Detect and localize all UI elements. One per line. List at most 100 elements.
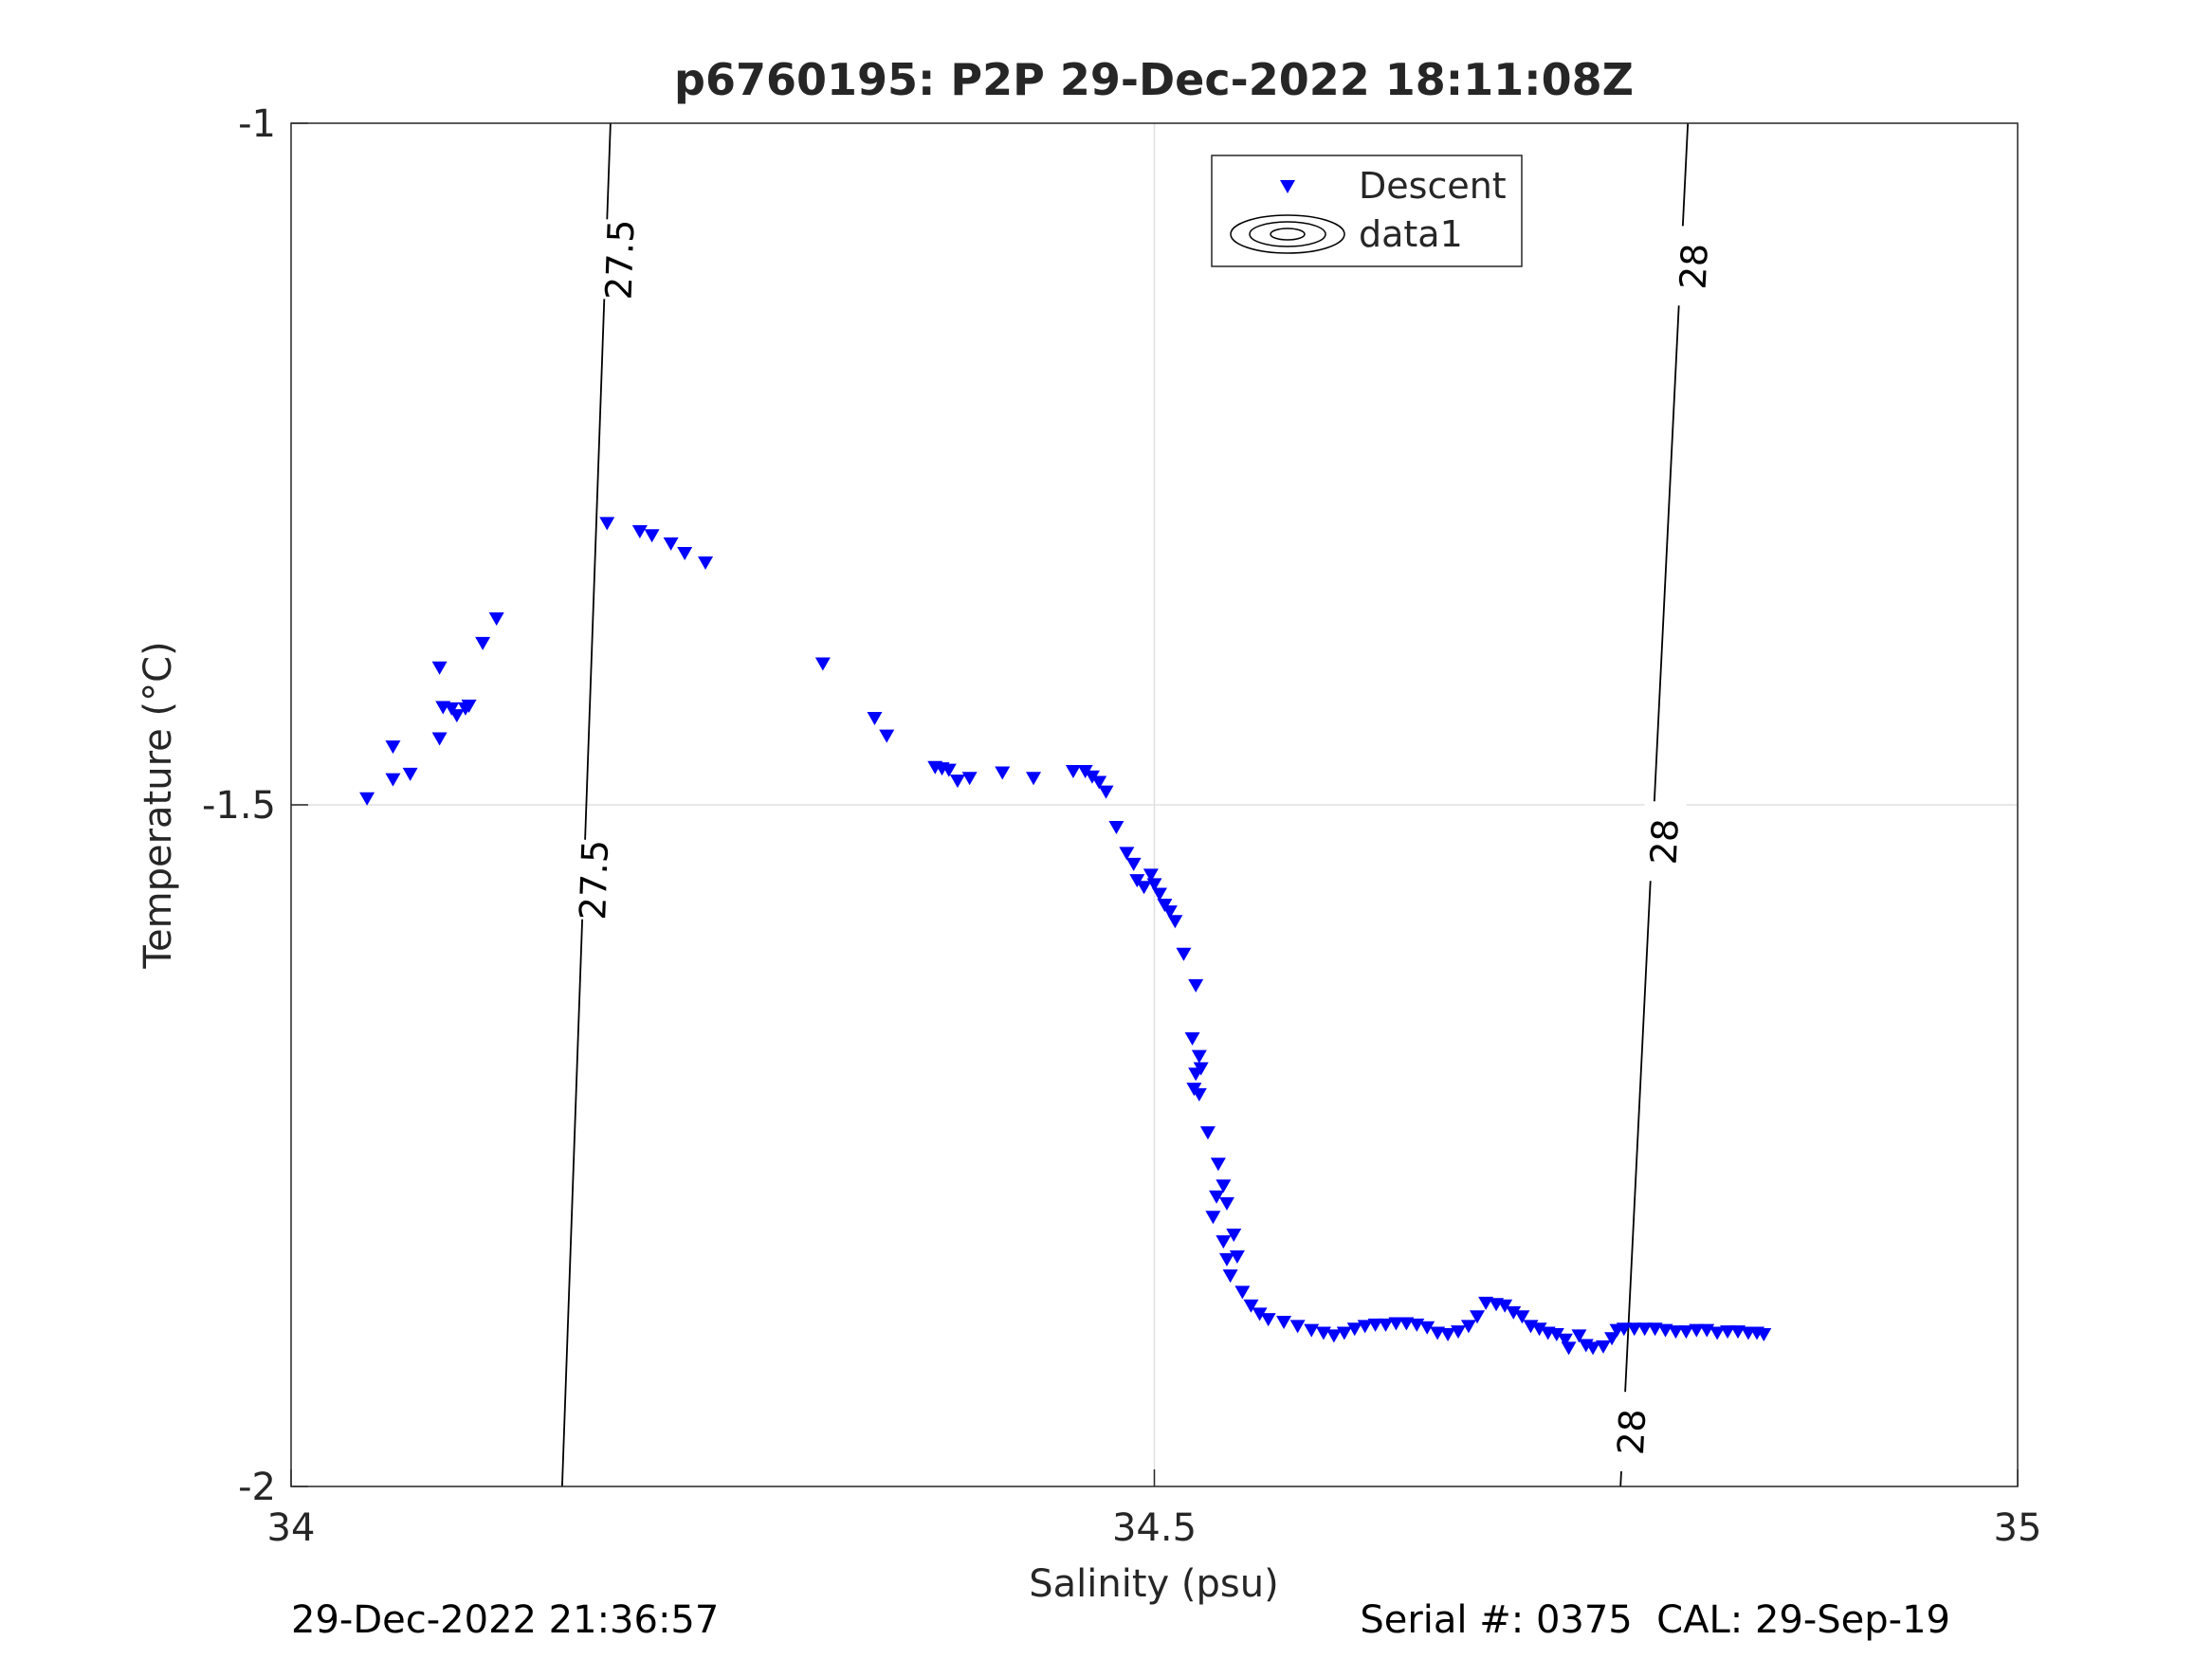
descent-point [1157, 898, 1173, 912]
descent-point [1450, 1325, 1466, 1340]
descent-point [1216, 1179, 1232, 1194]
contour-label: 27.5 [598, 219, 643, 301]
descent-series [359, 517, 1772, 1356]
descent-point [1756, 1327, 1772, 1341]
descent-point [385, 740, 401, 755]
descent-point [1222, 1269, 1238, 1284]
descent-point [1161, 905, 1178, 920]
descent-point [1026, 772, 1042, 786]
y-tick-label: -1.5 [202, 784, 276, 828]
gridlines [291, 123, 2018, 1486]
chart-title: p6760195: P2P 29-Dec-2022 18:11:08Z [674, 54, 1634, 105]
contour-label-gap [1608, 1391, 1654, 1473]
descent-point [1398, 1317, 1415, 1331]
descent-point [488, 611, 504, 626]
descent-point [1289, 1320, 1306, 1334]
descent-point [461, 700, 477, 714]
descent-point [1729, 1325, 1746, 1340]
legend-descent-marker [1280, 180, 1295, 193]
descent-point [1125, 857, 1142, 871]
x-tick-label: 34.5 [1112, 1506, 1197, 1550]
contour-label: 27.5 [572, 839, 616, 921]
descent-point [1531, 1322, 1547, 1337]
descent-point [1678, 1325, 1694, 1340]
descent-point [599, 517, 615, 531]
descent-point [1218, 1252, 1234, 1267]
descent-point [1199, 1126, 1216, 1140]
descent-point [1720, 1325, 1736, 1340]
descent-point [1616, 1322, 1632, 1337]
descent-point [949, 775, 965, 789]
legend-data1-contour-icon [1230, 214, 1345, 254]
descent-point [1506, 1305, 1522, 1320]
legend-box [1211, 155, 1523, 267]
legend: Descent data1 [1211, 155, 1523, 267]
descent-point [1229, 1249, 1245, 1264]
descent-point [1668, 1325, 1684, 1340]
axis-ticks: 34 34.5 35 -2 -1.5 -1 [202, 102, 2042, 1550]
descent-point [1184, 1031, 1200, 1046]
x-tick-label: 34 [267, 1506, 316, 1550]
y-tick-label: -2 [238, 1466, 276, 1509]
descent-point [867, 711, 883, 725]
descent-point [1129, 874, 1145, 888]
descent-point [359, 792, 375, 806]
descent-point [1636, 1322, 1653, 1337]
descent-point [475, 636, 491, 650]
descent-point [1191, 1087, 1207, 1102]
contour-label: 28 [1610, 1408, 1654, 1455]
descent-point [1065, 765, 1081, 779]
descent-point [814, 657, 831, 671]
descent-point [1419, 1321, 1435, 1335]
descent-point [941, 763, 957, 777]
descent-point [1188, 1067, 1204, 1082]
descent-point [1119, 847, 1135, 861]
legend-data1-label: data1 [1359, 213, 1463, 255]
descent-point [1218, 1196, 1234, 1211]
descent-point [1514, 1310, 1530, 1324]
descent-point [431, 732, 448, 746]
descent-point [1276, 1316, 1292, 1330]
y-axis-label: Temperature (°C) [137, 641, 180, 969]
contour-label-gap [1670, 225, 1716, 308]
descent-point [1304, 1323, 1320, 1338]
descent-point [1098, 785, 1114, 799]
descent-point [1146, 878, 1162, 892]
descent-point [631, 524, 648, 538]
descent-point [1430, 1326, 1446, 1340]
descent-point [1626, 1322, 1642, 1337]
descent-point [1243, 1299, 1259, 1313]
contour-label-gap [571, 839, 616, 921]
descent-point [1657, 1323, 1673, 1338]
descent-point [1143, 868, 1159, 883]
descent-point [1440, 1327, 1456, 1341]
descent-point [1595, 1340, 1611, 1354]
descent-point [385, 773, 401, 787]
contour-label: 28 [1672, 243, 1715, 290]
descent-point [1497, 1299, 1513, 1313]
descent-point [663, 537, 679, 551]
descent-point [1226, 1228, 1242, 1242]
descent-point [448, 709, 465, 723]
descent-point [1357, 1320, 1373, 1334]
descent-point [1176, 947, 1192, 961]
descent-point [1460, 1320, 1476, 1334]
descent-point [1151, 887, 1167, 902]
contour-label-gap [1640, 800, 1687, 883]
descent-point [1548, 1327, 1564, 1341]
descent-point [1210, 1158, 1226, 1172]
descent-point [1205, 1211, 1221, 1225]
descent-point [1191, 1049, 1207, 1064]
descent-point [1325, 1329, 1342, 1343]
contour-label-gap [596, 219, 642, 301]
contour-label: 28 [1643, 818, 1687, 866]
descent-point [1346, 1322, 1362, 1337]
descent-point [1585, 1341, 1601, 1356]
descent-point [1252, 1307, 1268, 1322]
descent-point [698, 556, 714, 571]
descent-point [1604, 1332, 1620, 1346]
descent-point [1234, 1285, 1251, 1300]
descent-point [644, 529, 660, 543]
descent-point [677, 546, 693, 560]
